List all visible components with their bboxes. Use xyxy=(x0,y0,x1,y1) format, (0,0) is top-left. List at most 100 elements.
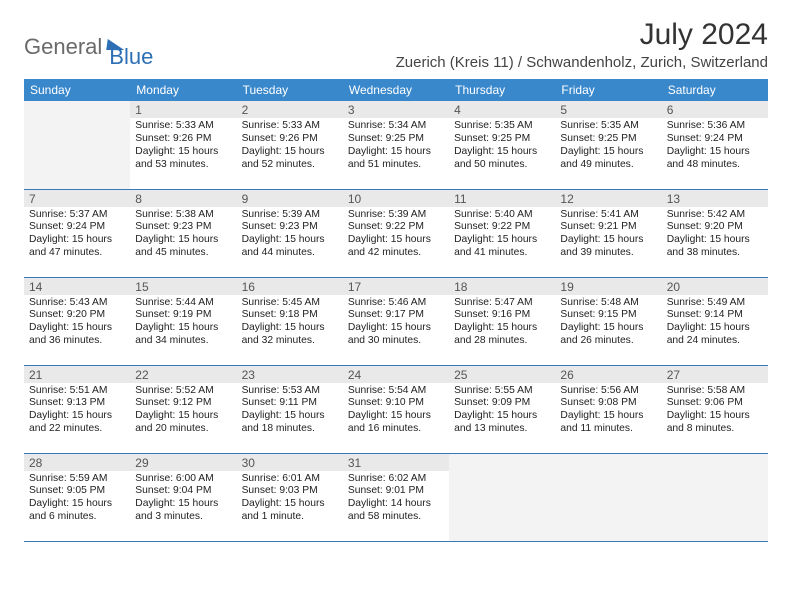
sunset-text: Sunset: 9:11 PM xyxy=(242,397,338,410)
day-number: 21 xyxy=(24,366,130,383)
sunset-text: Sunset: 9:18 PM xyxy=(242,309,338,322)
sunrise-text: Sunrise: 5:48 AM xyxy=(560,297,656,310)
calendar-week-row: 14Sunrise: 5:43 AMSunset: 9:20 PMDayligh… xyxy=(24,277,768,365)
daylight-text: Daylight: 15 hours and 39 minutes. xyxy=(560,234,656,260)
day-info: Sunrise: 5:52 AMSunset: 9:12 PMDaylight:… xyxy=(135,385,231,436)
sunset-text: Sunset: 9:13 PM xyxy=(29,397,125,410)
calendar-day-cell: 5 Sunrise: 5:35 AMSunset: 9:25 PMDaylight… xyxy=(555,101,661,189)
sunrise-text: Sunrise: 5:40 AM xyxy=(454,209,550,222)
calendar-day-cell: 7Sunrise: 5:37 AMSunset: 9:24 PMDaylight… xyxy=(24,189,130,277)
calendar-week-row: 7Sunrise: 5:37 AMSunset: 9:24 PMDaylight… xyxy=(24,189,768,277)
day-number: 24 xyxy=(343,366,449,383)
sunset-text: Sunset: 9:09 PM xyxy=(454,397,550,410)
day-number: 20 xyxy=(662,278,768,295)
day-info: Sunrise: 5:49 AMSunset: 9:14 PMDaylight:… xyxy=(667,297,763,348)
sunset-text: Sunset: 9:22 PM xyxy=(454,221,550,234)
sunrise-text: Sunrise: 5:34 AM xyxy=(348,120,444,133)
daylight-text: Daylight: 14 hours and 58 minutes. xyxy=(348,498,444,524)
daylight-text: Daylight: 15 hours and 16 minutes. xyxy=(348,410,444,436)
sunrise-text: Sunrise: 5:39 AM xyxy=(348,209,444,222)
daylight-text: Daylight: 15 hours and 34 minutes. xyxy=(135,322,231,348)
sunrise-text: Sunrise: 6:02 AM xyxy=(348,473,444,486)
sunrise-text: Sunrise: 5:51 AM xyxy=(29,385,125,398)
day-info: Sunrise: 5:51 AMSunset: 9:13 PMDaylight:… xyxy=(29,385,125,436)
calendar-day-cell xyxy=(449,453,555,541)
day-number: 5 xyxy=(555,101,661,118)
day-info: Sunrise: 6:02 AMSunset: 9:01 PMDaylight:… xyxy=(348,473,444,524)
day-info: Sunrise: 5:35 AMSunset: 9:25 PMDaylight:… xyxy=(454,120,550,171)
daylight-text: Daylight: 15 hours and 26 minutes. xyxy=(560,322,656,348)
sunset-text: Sunset: 9:20 PM xyxy=(29,309,125,322)
sunrise-text: Sunrise: 5:41 AM xyxy=(560,209,656,222)
day-number: 2 xyxy=(237,101,343,118)
sunrise-text: Sunrise: 5:35 AM xyxy=(454,120,550,133)
daylight-text: Daylight: 15 hours and 45 minutes. xyxy=(135,234,231,260)
calendar-day-cell xyxy=(555,453,661,541)
day-number: 27 xyxy=(662,366,768,383)
sunset-text: Sunset: 9:23 PM xyxy=(242,221,338,234)
day-info: Sunrise: 5:38 AMSunset: 9:23 PMDaylight:… xyxy=(135,209,231,260)
calendar-day-cell: 25Sunrise: 5:55 AMSunset: 9:09 PMDayligh… xyxy=(449,365,555,453)
sunset-text: Sunset: 9:16 PM xyxy=(454,309,550,322)
calendar-day-cell: 27 Sunrise: 5:58 AMSunset: 9:06 PMDayligh… xyxy=(662,365,768,453)
daylight-text: Daylight: 15 hours and 20 minutes. xyxy=(135,410,231,436)
day-info: Sunrise: 6:00 AMSunset: 9:04 PMDaylight:… xyxy=(135,473,231,524)
day-number: 4 xyxy=(449,101,555,118)
logo-triangle-icon xyxy=(107,39,127,50)
day-number: 13 xyxy=(662,190,768,207)
sunset-text: Sunset: 9:14 PM xyxy=(667,309,763,322)
day-info: Sunrise: 5:48 AMSunset: 9:15 PMDaylight:… xyxy=(560,297,656,348)
calendar-day-cell: 12Sunrise: 5:41 AMSunset: 9:21 PMDayligh… xyxy=(555,189,661,277)
sunset-text: Sunset: 9:19 PM xyxy=(135,309,231,322)
daylight-text: Daylight: 15 hours and 49 minutes. xyxy=(560,146,656,172)
day-number: 18 xyxy=(449,278,555,295)
day-info: Sunrise: 5:53 AMSunset: 9:11 PMDaylight:… xyxy=(242,385,338,436)
calendar-day-cell: 10Sunrise: 5:39 AMSunset: 9:22 PMDayligh… xyxy=(343,189,449,277)
daylight-text: Daylight: 15 hours and 44 minutes. xyxy=(242,234,338,260)
day-info: Sunrise: 5:58 AMSunset: 9:06 PMDaylight:… xyxy=(667,385,763,436)
sunset-text: Sunset: 9:08 PM xyxy=(560,397,656,410)
weekday-header: Tuesday xyxy=(237,79,343,101)
day-info: Sunrise: 5:36 AMSunset: 9:24 PMDaylight:… xyxy=(667,120,763,171)
calendar-day-cell: 9Sunrise: 5:39 AMSunset: 9:23 PMDaylight… xyxy=(237,189,343,277)
sunrise-text: Sunrise: 5:52 AM xyxy=(135,385,231,398)
daylight-text: Daylight: 15 hours and 53 minutes. xyxy=(135,146,231,172)
calendar-day-cell: 6Sunrise: 5:36 AMSunset: 9:24 PMDaylight… xyxy=(662,101,768,189)
calendar-week-row: 21Sunrise: 5:51 AMSunset: 9:13 PMDayligh… xyxy=(24,365,768,453)
sunrise-text: Sunrise: 5:42 AM xyxy=(667,209,763,222)
day-number: 8 xyxy=(130,190,236,207)
daylight-text: Daylight: 15 hours and 50 minutes. xyxy=(454,146,550,172)
day-info: Sunrise: 5:35 AMSunset: 9:25 PMDaylight:… xyxy=(560,120,656,171)
day-number: 14 xyxy=(24,278,130,295)
day-number: 29 xyxy=(130,454,236,471)
day-info: Sunrise: 5:54 AMSunset: 9:10 PMDaylight:… xyxy=(348,385,444,436)
sunrise-text: Sunrise: 5:58 AM xyxy=(667,385,763,398)
calendar-day-cell: 20 Sunrise: 5:49 AMSunset: 9:14 PMDayligh… xyxy=(662,277,768,365)
weekday-header: Saturday xyxy=(662,79,768,101)
sunset-text: Sunset: 9:03 PM xyxy=(242,485,338,498)
weekday-header: Thursday xyxy=(449,79,555,101)
day-info: Sunrise: 5:42 AMSunset: 9:20 PMDaylight:… xyxy=(667,209,763,260)
weekday-header: Monday xyxy=(130,79,236,101)
calendar-day-cell: 16Sunrise: 5:45 AMSunset: 9:18 PMDayligh… xyxy=(237,277,343,365)
day-info: Sunrise: 5:47 AMSunset: 9:16 PMDaylight:… xyxy=(454,297,550,348)
day-number: 31 xyxy=(343,454,449,471)
day-info: Sunrise: 5:39 AMSunset: 9:23 PMDaylight:… xyxy=(242,209,338,260)
sunrise-text: Sunrise: 6:00 AM xyxy=(135,473,231,486)
calendar-day-cell: 31 Sunrise: 6:02 AMSunset: 9:01 PMDayligh… xyxy=(343,453,449,541)
sunrise-text: Sunrise: 5:59 AM xyxy=(29,473,125,486)
sunrise-text: Sunrise: 5:37 AM xyxy=(29,209,125,222)
sunset-text: Sunset: 9:21 PM xyxy=(560,221,656,234)
sunset-text: Sunset: 9:06 PM xyxy=(667,397,763,410)
daylight-text: Daylight: 15 hours and 1 minute. xyxy=(242,498,338,524)
day-info: Sunrise: 5:55 AMSunset: 9:09 PMDaylight:… xyxy=(454,385,550,436)
day-info: Sunrise: 5:40 AMSunset: 9:22 PMDaylight:… xyxy=(454,209,550,260)
day-number: 22 xyxy=(130,366,236,383)
calendar-week-row: 28Sunrise: 5:59 AMSunset: 9:05 PMDayligh… xyxy=(24,453,768,541)
calendar-day-cell: 17Sunrise: 5:46 AMSunset: 9:17 PMDayligh… xyxy=(343,277,449,365)
sunset-text: Sunset: 9:24 PM xyxy=(29,221,125,234)
weekday-header-row: Sunday Monday Tuesday Wednesday Thursday… xyxy=(24,79,768,101)
day-number: 11 xyxy=(449,190,555,207)
daylight-text: Daylight: 15 hours and 48 minutes. xyxy=(667,146,763,172)
day-number: 26 xyxy=(555,366,661,383)
